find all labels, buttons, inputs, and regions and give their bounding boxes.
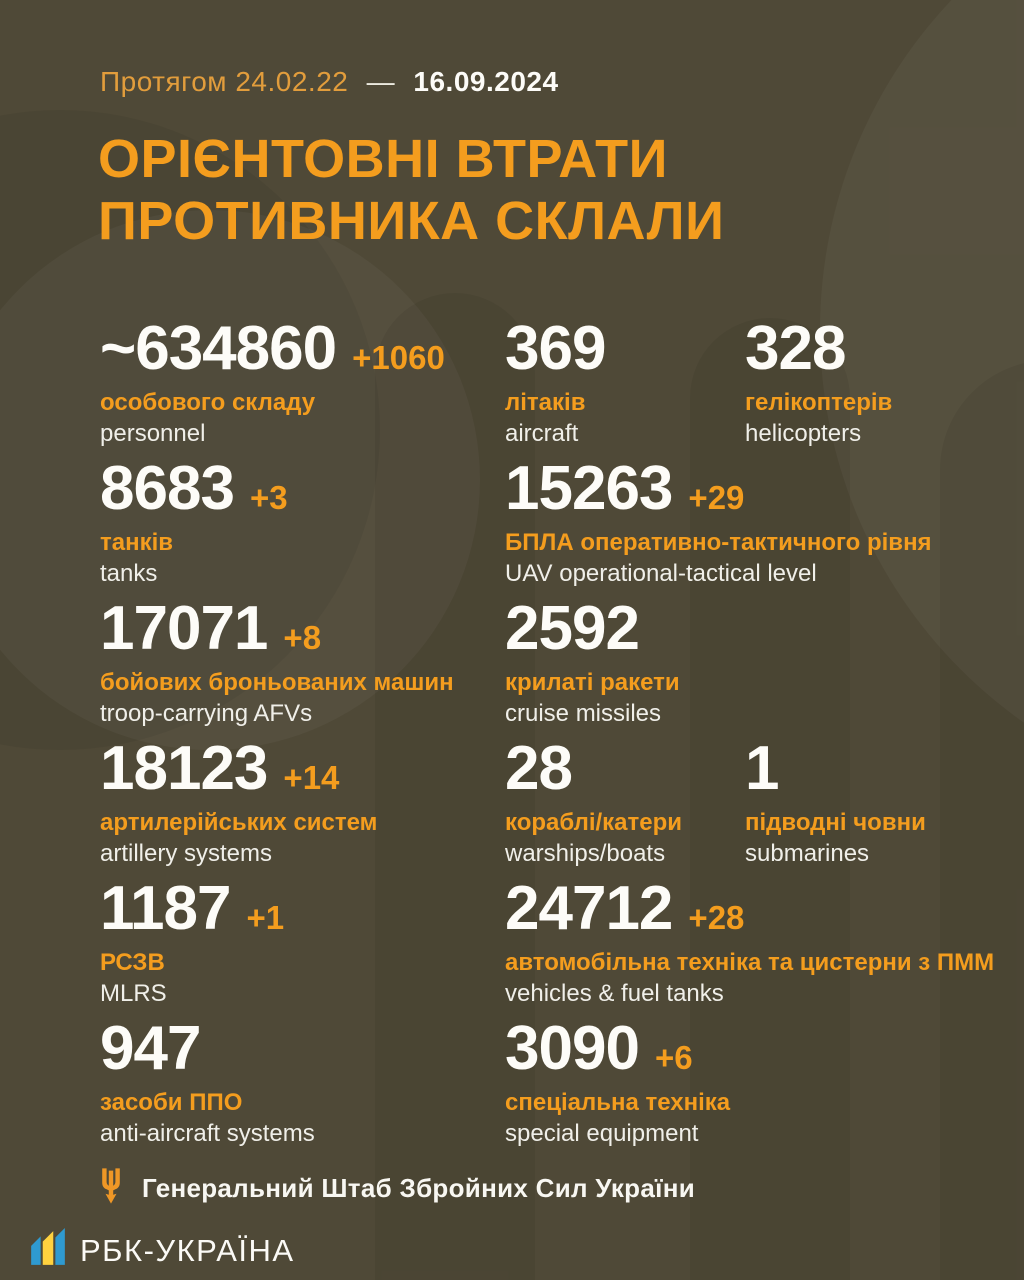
stat-label-en: special equipment: [505, 1120, 699, 1147]
stat-delta: +1060: [352, 339, 445, 376]
stat-value: 1187: [100, 874, 232, 943]
stat-value: 3090: [505, 1014, 640, 1083]
stat-artillery: 18123 +14 артилерійських систем artillery…: [100, 738, 377, 868]
stat-uav: 15263 +29 БПЛА оперативно-тактичного рівн…: [505, 458, 932, 588]
stat-value: 328: [745, 314, 846, 383]
stat-submarines: 1 підводні човни submarines: [745, 738, 926, 868]
stat-label-en: cruise missiles: [505, 700, 662, 727]
stat-value: 369: [505, 314, 606, 383]
stat-tanks: 8683 +3 танків tanks: [100, 458, 288, 588]
stat-warships: 28 кораблі/катери warships/boats: [505, 738, 682, 868]
stat-delta: +6: [654, 1039, 693, 1076]
stat-value: 8683: [100, 454, 235, 523]
stat-label-ua: артилерійських систем: [100, 809, 378, 836]
stat-value: 17071: [100, 594, 268, 663]
trident-watermark-prong-right: [940, 360, 1024, 1280]
brand-name: РБК-УКРАЇНА: [80, 1232, 295, 1268]
stat-value: 947: [100, 1014, 201, 1083]
source-attribution: Генеральний Штаб Збройних Сил України: [100, 1168, 695, 1209]
stat-vehicles: 24712 +28 автомобільна техніка та цистерн…: [505, 878, 994, 1008]
stat-delta: +8: [283, 619, 322, 656]
stat-delta: +3: [249, 479, 288, 516]
stat-mlrs: 1187 +1 РСЗВ MLRS: [100, 878, 284, 1008]
stat-special-equipment: 3090 +6 спеціальна техніка special equipm…: [505, 1018, 730, 1148]
stat-label-ua: крилаті ракети: [505, 669, 680, 696]
stat-anti-aircraft: 947 засоби ППО anti-aircraft systems: [100, 1018, 315, 1148]
trident-icon: [100, 1168, 122, 1209]
stat-value: 1: [745, 734, 779, 803]
stat-label-ua: кораблі/катери: [505, 809, 683, 836]
stat-aircraft: 369 літаків aircraft: [505, 318, 621, 448]
stat-value: 24712: [505, 874, 673, 943]
stat-label-en: MLRS: [100, 980, 167, 1007]
stat-helicopters: 328 гелікоптерів helicopters: [745, 318, 892, 448]
stat-label-en: anti-aircraft systems: [100, 1120, 315, 1147]
stat-label-ua: гелікоптерів: [745, 389, 893, 416]
period-start: Протягом 24.02.22: [100, 66, 349, 97]
stat-label-ua: РСЗВ: [100, 949, 165, 976]
stat-label-en: aircraft: [505, 420, 579, 447]
source-label: Генеральний Штаб Збройних Сил України: [142, 1173, 695, 1203]
rbc-logo-icon: [28, 1228, 68, 1273]
stat-label-ua: автомобільна техніка та цистерни з ПММ: [505, 949, 995, 976]
stat-value: 18123: [100, 734, 268, 803]
period-line: Протягом 24.02.22 — 16.09.2024: [100, 66, 559, 98]
stat-afv: 17071 +8 бойових броньованих машин troop-…: [100, 598, 454, 728]
stat-label-en: vehicles & fuel tanks: [505, 980, 724, 1007]
stat-label-ua: танків: [100, 529, 174, 556]
stat-delta: +14: [283, 759, 340, 796]
stat-personnel: ~634860 +1060 особового складу personnel: [100, 318, 445, 448]
stat-label-en: warships/boats: [505, 840, 666, 867]
stat-label-ua: підводні човни: [745, 809, 926, 836]
stat-delta: +28: [688, 899, 745, 936]
stat-label-en: personnel: [100, 420, 206, 447]
stat-label-ua: БПЛА оперативно-тактичного рівня: [505, 529, 932, 556]
period-end: 16.09.2024: [413, 66, 559, 97]
page-title: ОРІЄНТОВНІ ВТРАТИ ПРОТИВНИКА СКЛАЛИ: [98, 128, 724, 252]
stat-label-en: tanks: [100, 560, 158, 587]
stat-label-ua: особового складу: [100, 389, 316, 416]
stat-value: ~634860: [100, 314, 337, 383]
stat-label-ua: бойових броньованих машин: [100, 669, 454, 696]
stat-label-ua: літаків: [505, 389, 586, 416]
page-title-line2: ПРОТИВНИКА СКЛАЛИ: [98, 191, 725, 251]
stat-delta: +1: [246, 899, 285, 936]
stat-label-en: submarines: [745, 840, 870, 867]
brand-logo: РБК-УКРАЇНА: [28, 1228, 295, 1273]
stat-label-ua: засоби ППО: [100, 1089, 243, 1116]
stat-delta: +29: [688, 479, 745, 516]
stat-cruise-missiles: 2592 крилаті ракети cruise missiles: [505, 598, 680, 728]
stat-value: 28: [505, 734, 573, 803]
stat-value: 15263: [505, 454, 673, 523]
stat-label-en: artillery systems: [100, 840, 273, 867]
stat-label-ua: спеціальна техніка: [505, 1089, 731, 1116]
stat-label-en: troop-carrying AFVs: [100, 700, 313, 727]
page-title-line1: ОРІЄНТОВНІ ВТРАТИ: [98, 129, 668, 189]
period-dash: —: [366, 66, 396, 97]
stat-label-en: helicopters: [745, 420, 862, 447]
stat-label-en: UAV operational-tactical level: [505, 560, 817, 587]
stat-value: 2592: [505, 594, 640, 663]
